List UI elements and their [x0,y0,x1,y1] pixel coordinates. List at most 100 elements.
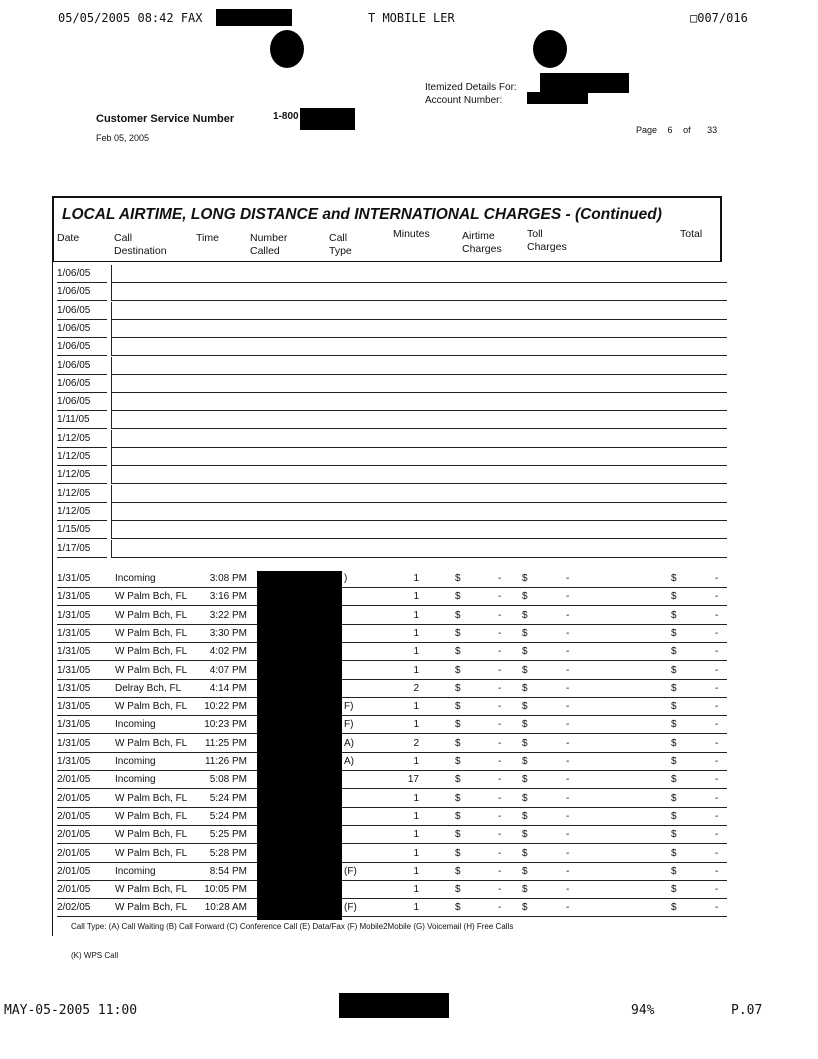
cell-toll-val: - [566,701,570,713]
cell-airtime: $ [455,792,461,804]
cell-total: $ [671,646,677,658]
cell-time: 3:22 PM [209,609,247,621]
cell-toll-val: - [566,865,570,877]
row-rule [111,428,727,430]
cell-minutes: 2 [413,682,419,694]
cell-minutes: 1 [413,902,419,914]
cell-toll-val: - [566,756,570,767]
cell-airtime-val: - [498,756,502,767]
cell-airtime-val: - [498,701,502,713]
cell-total-val: - [715,792,719,804]
cell-total-val: - [715,627,719,639]
row-rule [57,623,727,625]
cell-time: 5:24 PM [209,810,247,822]
cell-airtime-val: - [498,865,502,877]
cell-dest: W Palm Bch, FL [115,627,188,639]
row-rule [57,788,727,790]
cell-date: 1/31/05 [57,646,91,658]
cell-type: (F) [344,902,357,914]
call-type-legend: Call Type: (A) Call Waiting (B) Call For… [71,922,514,931]
cell-toll-val: - [566,810,570,822]
cell-airtime: $ [455,829,461,841]
cell-date: 1/31/05 [57,573,91,584]
cell-toll-val: - [566,737,570,749]
cell-total-val: - [715,609,719,621]
cell-toll-val: - [566,884,570,896]
cell-type: ) [344,573,348,584]
blank-table-row: 1/06/05 [57,356,727,375]
row-rule [111,483,727,485]
table-row: 2/01/05 Incoming 8:54 PM (F) 1 $ - $ - $ - [57,863,727,881]
cell-airtime: $ [455,627,461,639]
cell-total: $ [671,682,677,694]
row-divider [111,283,112,302]
cell-type: F) [344,701,354,713]
cell-type: A) [344,737,354,749]
cell-airtime: $ [455,756,461,767]
cell-date: 2/01/05 [57,792,91,804]
cell-total-val: - [715,756,719,767]
table-row: 1/31/05 W Palm Bch, FL 10:22 PM F) 1 $ - $ - $ - [57,698,727,717]
cell-minutes: 1 [413,792,419,804]
redaction [540,73,629,93]
cell-date: 1/31/05 [57,682,91,694]
cell-total-val: - [715,719,719,731]
row-divider [111,502,112,521]
cell-dest: W Palm Bch, FL [115,884,188,896]
cell-minutes: 1 [413,829,419,841]
row-date: 1/06/05 [57,341,91,353]
table-row: 1/31/05 Incoming 10:23 PM F) 1 $ - $ - $ - [57,716,727,735]
cell-dest: W Palm Bch, FL [115,646,188,658]
section-title: LOCAL AIRTIME, LONG DISTANCE and INTERNA… [62,206,662,223]
cell-toll: $ [522,884,528,896]
cell-time: 3:08 PM [209,573,247,584]
row-date: 1/06/05 [57,304,91,316]
fax-header-left: 05/05/2005 08:42 FAX [58,11,203,25]
cell-toll: $ [522,810,528,822]
cell-date: 1/31/05 [57,701,91,713]
redaction [300,108,355,130]
row-date: 1/17/05 [57,542,91,554]
cell-airtime-val: - [498,829,502,841]
cell-minutes: 1 [413,627,419,639]
cell-time: 5:28 PM [209,847,247,859]
table-row: 2/01/05 W Palm Bch, FL 5:28 PM 1 $ - $ - $ - [57,845,727,863]
cell-dest: Incoming [115,573,156,584]
row-divider [111,374,112,393]
table-row: 1/31/05 W Palm Bch, FL 3:22 PM 1 $ - $ - $ - [57,607,727,625]
row-date: 1/06/05 [57,377,91,389]
cell-total: $ [671,774,677,786]
row-rule [57,587,727,588]
cell-minutes: 1 [413,646,419,658]
redaction [527,92,588,104]
cell-dest: W Palm Bch, FL [115,737,188,749]
cell-total: $ [671,701,677,713]
cell-total-val: - [715,865,719,877]
cell-airtime-val: - [498,609,502,621]
cell-dest: W Palm Bch, FL [115,609,188,621]
cell-toll: $ [522,591,528,603]
cell-toll: $ [522,847,528,859]
cell-time: 10:05 PM [204,884,247,896]
cell-dest: Delray Bch, FL [115,682,182,694]
cell-time: 10:28 AM [204,902,247,914]
cell-airtime-val: - [498,682,502,694]
col-minutes: Minutes [393,228,430,240]
cell-total: $ [671,829,677,841]
row-rule [57,519,107,521]
row-rule [111,446,727,448]
cell-dest: W Palm Bch, FL [115,810,188,822]
cell-toll-val: - [566,719,570,731]
cell-airtime: $ [455,573,461,584]
cell-minutes: 1 [413,884,419,896]
row-rule [57,556,107,558]
row-divider [111,301,112,320]
row-rule [57,391,107,393]
table-row: 1/31/05 Incoming 11:26 PM A) 1 $ - $ - $ - [57,753,727,771]
cell-minutes: 17 [407,774,419,786]
cell-total-val: - [715,646,719,658]
cell-total: $ [671,792,677,804]
cell-date: 2/01/05 [57,865,91,877]
row-rule [111,538,727,540]
cell-dest: W Palm Bch, FL [115,902,188,914]
